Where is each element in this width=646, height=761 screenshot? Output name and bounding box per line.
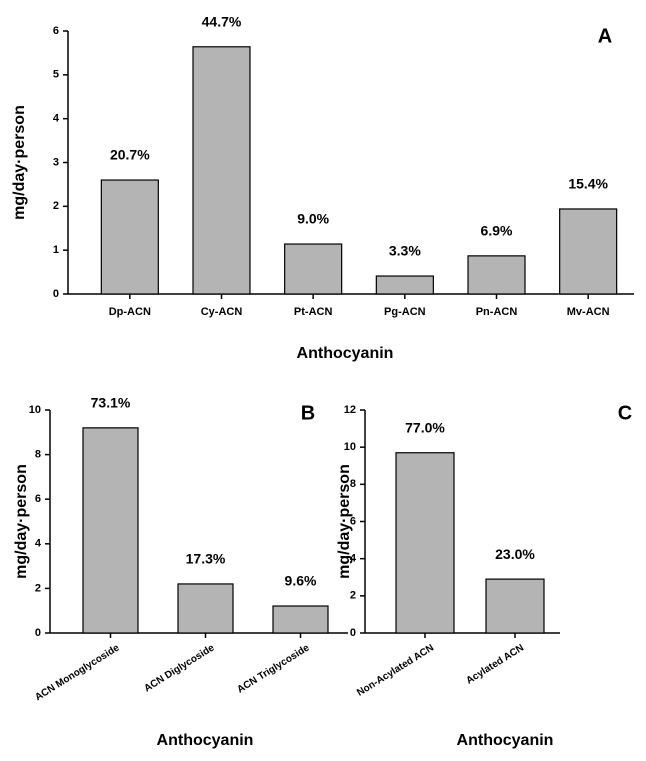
x-tick-label: ACN Diglycoside [142, 642, 217, 694]
y-axis-title: mg/day·person [11, 105, 28, 220]
bar [177, 583, 234, 634]
bar [100, 179, 159, 295]
bar [272, 605, 329, 634]
y-tick-label: 4 [53, 113, 60, 125]
panel-label: B [301, 402, 315, 424]
percent-label: 15.4% [568, 176, 608, 192]
x-tick-label: Pn-ACN [476, 306, 518, 318]
panel-label: A [598, 25, 612, 47]
x-tick-label: Cy-ACN [201, 306, 243, 318]
y-tick-label: 6 [53, 25, 59, 37]
y-tick-label: 4 [35, 538, 42, 550]
y-tick-label: 2 [53, 200, 59, 212]
percent-label: 3.3% [389, 243, 421, 259]
bar [395, 452, 455, 634]
y-axis-title: mg/day·person [336, 464, 353, 579]
bar [559, 208, 618, 295]
y-tick-label: 2 [35, 582, 41, 594]
percent-label: 9.0% [297, 211, 329, 227]
x-axis-title: Anthocyanin [157, 732, 254, 749]
x-tick-label: Non-Acylated ACN [355, 642, 436, 698]
x-tick-label: Acylated ACN [464, 642, 526, 686]
y-axis-title: mg/day·person [13, 464, 30, 579]
y-tick-label: 5 [53, 69, 59, 81]
y-tick-label: 1 [53, 244, 59, 256]
y-tick-label: 8 [350, 478, 356, 490]
bar [284, 243, 343, 295]
percent-label: 17.3% [186, 551, 226, 567]
percent-label: 44.7% [202, 13, 242, 29]
x-tick-label: Mv-ACN [567, 306, 610, 318]
x-tick-label: ACN Monoglycoside [33, 642, 122, 703]
x-tick-label: ACN Triglycoside [235, 642, 311, 695]
x-axis-title: Anthocyanin [297, 345, 394, 362]
percent-label: 9.6% [285, 573, 317, 589]
y-tick-label: 6 [35, 493, 41, 505]
y-tick-label: 0 [350, 627, 356, 639]
bar [467, 255, 526, 295]
percent-label: 20.7% [110, 147, 150, 163]
y-tick-label: 0 [35, 627, 41, 639]
y-tick-label: 2 [350, 590, 356, 602]
percent-label: 73.1% [91, 395, 131, 411]
y-tick-label: 10 [344, 441, 356, 453]
bar [375, 275, 434, 295]
y-tick-label: 8 [35, 449, 41, 461]
bar [485, 578, 545, 634]
y-tick-label: 4 [350, 553, 357, 565]
x-tick-label: Dp-ACN [109, 306, 151, 318]
y-tick-label: 3 [53, 156, 59, 168]
bar [82, 427, 139, 634]
x-axis-title: Anthocyanin [457, 732, 554, 749]
percent-label: 77.0% [405, 419, 445, 435]
y-tick-label: 12 [344, 404, 356, 416]
percent-label: 23.0% [495, 546, 535, 562]
panel-label: C [618, 402, 632, 424]
bar [192, 46, 251, 295]
x-tick-label: Pg-ACN [384, 306, 426, 318]
percent-label: 6.9% [481, 223, 513, 239]
y-tick-label: 0 [53, 288, 59, 300]
x-tick-label: Pt-ACN [294, 306, 333, 318]
y-tick-label: 6 [350, 515, 356, 527]
y-tick-label: 10 [29, 404, 41, 416]
